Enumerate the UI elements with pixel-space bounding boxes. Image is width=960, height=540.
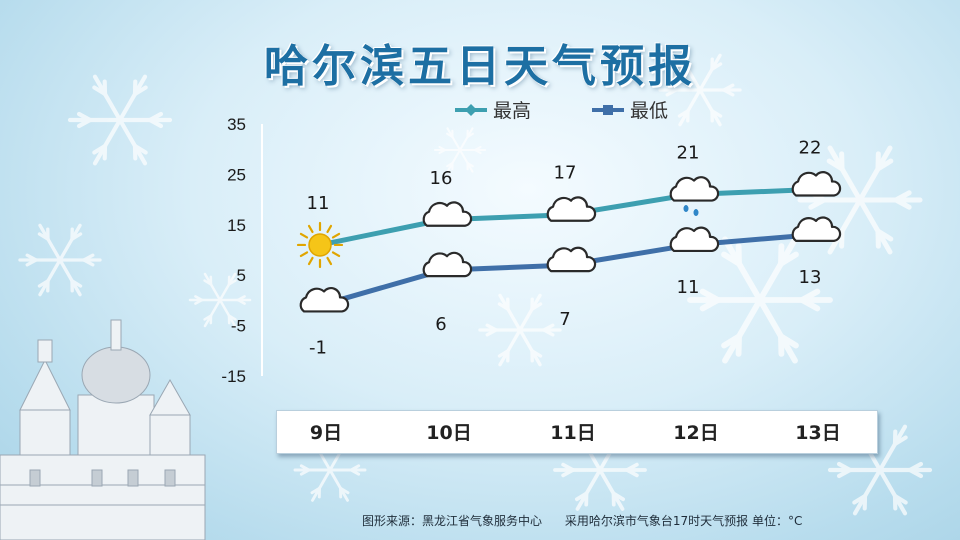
x-tick-label: 11日 [550,422,595,444]
high-value-label: 17 [554,163,577,184]
low-value-label: 7 [559,309,570,330]
low-value-label: 6 [435,314,446,335]
high-value-label: 16 [430,168,453,189]
x-tick-label: 10日 [426,422,471,444]
chart-title: 哈尔滨五日天气预报 [264,41,696,92]
y-tick-label: -15 [221,367,246,386]
cloud-icon [299,287,350,313]
high-value-label: 21 [677,143,700,164]
low-value-label: -1 [309,337,327,358]
legend-marker [603,105,613,115]
cloud-icon [546,246,597,273]
footer-source: 图形来源：黑龙江省气象服务中心 [362,514,543,528]
low-value-label: 11 [677,277,700,298]
y-tick-label: 15 [227,216,246,235]
high-value-label: 11 [307,193,330,214]
cloud-icon [791,216,842,242]
y-tick-label: 5 [237,266,246,285]
y-tick-label: 35 [227,115,246,134]
low-value-label: 13 [799,267,822,288]
cloud-rain-icon [669,176,720,217]
x-tick-label: 9日 [310,422,342,444]
castle-illustration [0,319,206,540]
high-value-label: 22 [799,138,822,159]
cloud-icon [422,251,473,278]
x-tick-label: 13日 [795,422,840,444]
y-tick-label: 25 [227,165,246,184]
x-axis-box [276,410,878,454]
legend-label: 最低 [630,100,668,122]
legend: 最高 最低 [455,100,668,122]
cloud-icon [669,226,720,253]
cloud-icon [422,201,473,227]
cloud-icon [546,196,597,222]
y-tick-label: -5 [231,317,246,336]
legend-label: 最高 [493,100,531,122]
footer: 图形来源：黑龙江省气象服务中心 采用哈尔滨市气象台17时天气预报 单位：°C [362,512,802,529]
cloud-icon [791,171,842,197]
x-tick-label: 12日 [673,422,718,444]
legend-marker [465,104,477,116]
sun-icon [296,221,344,269]
footer-note: 采用哈尔滨市气象台17时天气预报 单位：°C [564,514,803,528]
